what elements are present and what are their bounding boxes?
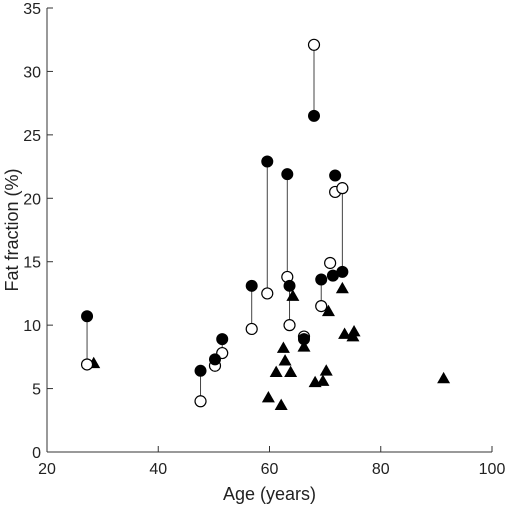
y-tick-label: 30 xyxy=(23,64,41,81)
triangle-point xyxy=(278,354,292,366)
y-axis-title: Fat fraction (%) xyxy=(2,168,22,291)
filled-circle-point xyxy=(297,333,310,346)
x-axis-title: Age (years) xyxy=(223,484,316,504)
open-circle-point xyxy=(261,287,274,300)
y-tick-label: 10 xyxy=(23,318,41,335)
y-tick-label: 20 xyxy=(23,191,41,208)
filled-circle-point xyxy=(308,109,320,122)
triangle-point xyxy=(274,398,288,410)
open-circle-point xyxy=(315,300,328,313)
y-tick-label: 35 xyxy=(23,1,41,18)
filled-circle-point xyxy=(208,353,221,366)
filled-circle-point xyxy=(315,273,328,286)
y-tick-label: 15 xyxy=(23,255,41,272)
y-tick-label: 0 xyxy=(32,445,41,462)
open-circle-point xyxy=(194,395,207,408)
triangle-point xyxy=(321,304,335,317)
triangle-point xyxy=(261,390,275,403)
open-circle-point xyxy=(80,358,94,371)
filled-circle-point xyxy=(283,279,296,292)
x-tick-label: 80 xyxy=(372,461,390,478)
open-circle-point xyxy=(324,256,337,270)
y-tick-label: 5 xyxy=(32,382,41,399)
triangle-point xyxy=(335,281,349,294)
triangle-point xyxy=(437,371,451,384)
triangle-point xyxy=(319,364,333,376)
x-tick-label: 40 xyxy=(149,461,167,478)
y-ticks: 0 5 10 15 20 25 30 35 xyxy=(23,1,53,462)
filled-circle-point xyxy=(194,364,207,377)
triangle-point xyxy=(276,341,290,353)
x-tick-label: 20 xyxy=(38,461,56,478)
filled-circle-point xyxy=(81,310,94,323)
data-markers xyxy=(80,38,451,410)
x-tick-label: 100 xyxy=(479,461,506,478)
filled-circle-point xyxy=(245,279,258,292)
open-circle-point xyxy=(245,322,258,336)
x-ticks: 20 40 60 80 100 xyxy=(38,446,505,478)
open-circle-point xyxy=(283,319,296,332)
x-tick-label: 60 xyxy=(261,461,279,478)
filled-circle-point xyxy=(329,169,342,182)
y-tick-label: 25 xyxy=(23,128,41,145)
open-circle-point xyxy=(307,38,321,51)
filled-circle-point xyxy=(336,265,349,278)
filled-circle-point xyxy=(281,168,294,181)
triangle-point xyxy=(269,365,283,377)
axes xyxy=(46,8,492,453)
triangle-point xyxy=(286,289,300,301)
triangle-point xyxy=(284,365,298,377)
filled-circle-point xyxy=(216,333,229,346)
open-circle-point xyxy=(336,182,349,195)
triangle-point xyxy=(316,374,330,386)
triangle-point xyxy=(347,324,361,337)
triangle-point xyxy=(297,340,311,352)
connector-lines xyxy=(86,44,343,402)
filled-circle-point xyxy=(261,155,274,168)
